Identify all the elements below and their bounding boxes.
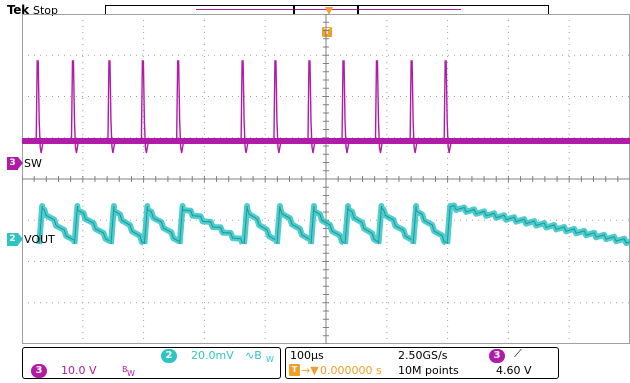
channel-2-marker-number: 2 bbox=[7, 233, 18, 246]
sw-spike bbox=[70, 60, 80, 154]
channel-2-marker[interactable]: 2 bbox=[7, 233, 23, 246]
acquisition-state: Stop bbox=[33, 4, 59, 17]
trigger-source-badge[interactable]: 3 bbox=[489, 349, 505, 363]
sw-spike bbox=[341, 60, 350, 154]
sample-rate: 2.50GS/s bbox=[398, 349, 448, 362]
trigger-delay: 0.000000 s bbox=[320, 364, 382, 377]
sw-spike bbox=[374, 60, 384, 154]
channel-3-marker-arrow-icon bbox=[18, 157, 23, 169]
channel-3-bw-icon: B bbox=[122, 365, 128, 374]
channel-3-bw-sub: W bbox=[127, 369, 135, 378]
trigger-position-marker[interactable]: T bbox=[322, 27, 332, 37]
channel-3-marker-number: 3 bbox=[7, 157, 18, 170]
trigger-level: 4.60 V bbox=[496, 364, 532, 377]
sw-spike bbox=[107, 60, 116, 154]
sw-trace-baseline bbox=[22, 138, 630, 144]
trigger-delay-arrow-icon: →▼ bbox=[301, 364, 319, 377]
sw-spike bbox=[175, 60, 185, 154]
sw-spike bbox=[140, 60, 150, 154]
vout-trace-core bbox=[38, 204, 630, 245]
waveform-display[interactable] bbox=[22, 14, 630, 344]
sw-spike bbox=[307, 60, 316, 154]
readout-bar: 2 20.0mV ∿B W 3 10.0 V B W 100µs 2.50GS/… bbox=[0, 347, 630, 383]
time-per-division: 100µs bbox=[290, 349, 324, 362]
sw-spike bbox=[443, 60, 452, 154]
sw-spike bbox=[35, 60, 44, 154]
graticule-svg bbox=[22, 14, 630, 344]
channel-2-coupling-icon: ∿B bbox=[245, 349, 262, 362]
channel-2-coupling-sub: W bbox=[266, 355, 274, 364]
channel-3-marker[interactable]: 3 bbox=[7, 157, 23, 170]
sw-spike bbox=[240, 60, 249, 154]
channel-3-label: SW bbox=[24, 157, 42, 170]
vertical-readout-panel[interactable]: 2 20.0mV ∿B W 3 10.0 V B W bbox=[22, 347, 281, 379]
trigger-position-arrow-icon[interactable] bbox=[325, 7, 333, 15]
channel-3-badge[interactable]: 3 bbox=[31, 364, 47, 378]
record-length: 10M points bbox=[398, 364, 459, 377]
channel-2-marker-arrow-icon bbox=[18, 233, 23, 245]
vout-trace bbox=[36, 202, 630, 246]
sw-spike bbox=[409, 60, 418, 154]
channel-2-badge[interactable]: 2 bbox=[161, 349, 177, 363]
horizontal-readout-panel[interactable]: 100µs 2.50GS/s T →▼ 0.000000 s 10M point… bbox=[285, 347, 559, 379]
channel-2-scale: 20.0mV bbox=[191, 349, 234, 362]
trigger-slope-icon: ⟋ bbox=[514, 347, 522, 360]
brand-logo: Tek bbox=[7, 3, 29, 17]
channel-3-scale: 10.0 V bbox=[61, 364, 97, 377]
channel-2-label: VOUT bbox=[24, 233, 55, 246]
trigger-delay-badge: T bbox=[289, 364, 300, 376]
record-view-window[interactable] bbox=[293, 5, 359, 15]
sw-spike bbox=[273, 60, 282, 154]
